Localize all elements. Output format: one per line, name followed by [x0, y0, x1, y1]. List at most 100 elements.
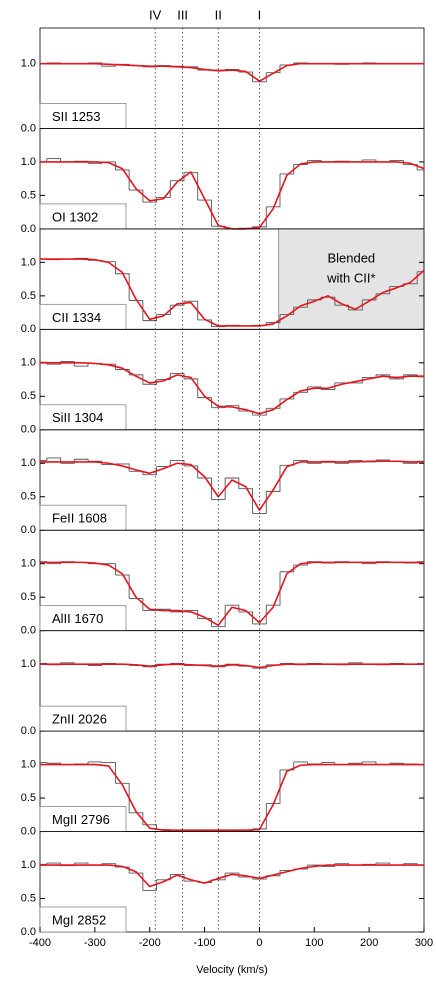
data-step: [321, 382, 336, 391]
data-step: [129, 189, 144, 203]
model-line: [40, 62, 424, 82]
y-tick-label: 0.0: [21, 926, 36, 938]
y-tick-label: 1.0: [21, 758, 36, 770]
data-step: [348, 377, 363, 384]
data-step: [40, 863, 48, 865]
y-tick-label: 1.0: [21, 58, 36, 70]
data-step: [74, 761, 89, 765]
model-line: [40, 561, 424, 627]
model-line: [40, 763, 424, 832]
data-step: [129, 300, 144, 321]
data-step: [280, 460, 295, 466]
label-box: [39, 303, 127, 330]
y-tick-label: 0.5: [21, 892, 36, 904]
x-tick-label: 200: [360, 937, 378, 949]
data-step: [266, 64, 281, 74]
y-tick-label: 0.0: [21, 223, 36, 235]
blend-region: [278, 228, 425, 330]
data-step: [46, 158, 62, 162]
data-step: [362, 293, 377, 301]
data-step: [115, 782, 130, 813]
data-step: [280, 164, 295, 175]
y-tick-label: 1.0: [21, 658, 36, 670]
data-step: [225, 405, 240, 412]
line-label: MgI 2852: [52, 912, 106, 927]
y-tick-label: 0.5: [21, 390, 36, 402]
model-line: [40, 362, 424, 415]
data-step: [293, 761, 308, 764]
label-box: [39, 203, 127, 230]
data-step: [40, 457, 48, 462]
label-box: [39, 806, 127, 832]
data-step: [115, 463, 130, 472]
x-tick-label: -300: [84, 937, 106, 949]
line-label: FeII 1608: [52, 511, 107, 526]
data-step: [266, 571, 281, 606]
x-tick-label: -100: [194, 937, 216, 949]
data-step: [211, 605, 226, 628]
data-step: [252, 408, 267, 416]
data-step: [348, 299, 363, 311]
y-tick-label: 0.5: [21, 491, 36, 503]
data-step: [362, 761, 377, 765]
data-step: [156, 460, 171, 468]
data-step: [252, 72, 267, 83]
data-step: [60, 459, 75, 464]
label-box: [39, 404, 127, 431]
data-step: [197, 477, 212, 500]
component-label: II: [215, 7, 222, 22]
data-step: [129, 598, 144, 611]
y-tick-label: 0.5: [21, 290, 36, 302]
data-step: [307, 762, 322, 765]
label-box: [39, 605, 127, 632]
data-step: [156, 373, 171, 381]
line-label: AlII 1670: [52, 611, 103, 626]
data-step: [348, 761, 363, 764]
line-label: CII 1334: [52, 310, 101, 325]
y-tick-label: 1.0: [21, 256, 36, 268]
data-step: [293, 160, 308, 166]
data-step: [280, 565, 295, 573]
data-step: [197, 397, 212, 408]
data-step: [280, 761, 295, 771]
line-label: OI 1302: [52, 209, 98, 224]
data-step: [252, 206, 267, 228]
data-step: [40, 762, 48, 764]
data-step: [266, 173, 281, 208]
model-line: [40, 663, 424, 669]
label-box: [39, 705, 127, 732]
data-step: [170, 373, 185, 379]
data-step: [129, 812, 144, 825]
x-tick-label: -200: [139, 937, 161, 949]
line-label: MgII 2796: [52, 812, 110, 827]
label-box: [39, 103, 127, 129]
data-step: [101, 563, 116, 576]
data-step: [238, 488, 254, 514]
line-label: ZnII 2026: [52, 712, 107, 727]
data-step: [362, 863, 377, 865]
y-tick-label: 0.0: [21, 323, 36, 335]
data-step: [280, 307, 295, 316]
model-line: [40, 460, 424, 511]
data-step: [184, 378, 199, 398]
data-step: [115, 169, 130, 191]
data-step: [238, 71, 254, 82]
data-step: [266, 398, 281, 409]
model-line: [40, 864, 424, 888]
data-step: [184, 465, 199, 478]
data-step: [238, 611, 254, 624]
x-axis-title: Velocity (km/s): [196, 964, 268, 976]
x-tick-label: -400: [29, 937, 51, 949]
data-step: [115, 273, 130, 301]
x-tick-label: 100: [305, 937, 323, 949]
annotation: Blended: [327, 250, 375, 265]
y-tick-label: 0.0: [21, 625, 36, 637]
data-step: [115, 866, 130, 874]
data-step: [88, 761, 103, 763]
data-step: [156, 305, 171, 316]
data-step: [403, 164, 418, 170]
data-step: [184, 610, 199, 619]
y-tick-label: 0.5: [21, 591, 36, 603]
data-step: [115, 574, 130, 599]
